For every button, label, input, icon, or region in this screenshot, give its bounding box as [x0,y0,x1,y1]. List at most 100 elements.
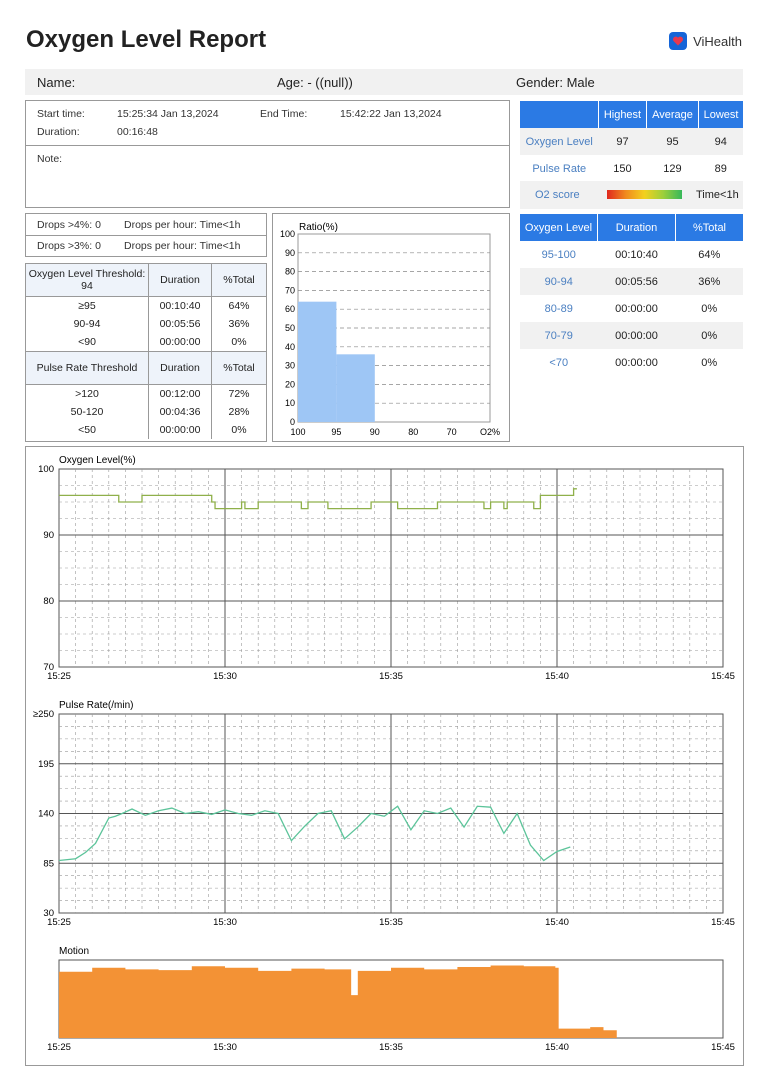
ratio-y-tick: 70 [285,285,295,295]
distribution-table: Oxygen Level Duration %Total 95-100 00:10… [520,214,743,376]
distribution-row-label: 95-100 [541,248,576,261]
end-time-value: 15:42:22 Jan 13,2024 [340,108,442,120]
motion-chart-x-tick: 15:35 [379,1042,403,1053]
session-box: Start time: 15:25:34 Jan 13,2024 End Tim… [25,100,510,208]
duration-value: 00:16:48 [117,126,158,138]
ratio-chart-box: Ratio(%) 0 10 20 30 40 50 60 70 80 90 100 100 95 90 80 7… [272,213,510,442]
drops-3-value: Drops >3%: 0 [37,240,101,252]
threshold-cell: 00:05:56 [148,315,212,334]
distribution-cell: 00:00:00 [615,302,658,315]
threshold-cell: 28% [211,403,266,422]
distribution-cell: 0% [701,356,718,369]
threshold-cell: 00:04:36 [148,403,212,422]
drops-4-value: Drops >4%: 0 [37,219,101,231]
summary-row-label: Oxygen Level [525,135,593,148]
summary-cell: 150 [613,162,632,175]
ratio-y-tick: 20 [285,379,295,389]
distribution-row-label: <70 [549,356,569,369]
note-label: Note: [37,153,63,165]
ratio-x-tick: 95 [331,427,341,437]
pulse-chart-x-tick: 15:30 [213,917,237,928]
summary-table: Highest Average Lowest Oxygen Level 97 9… [520,101,743,182]
ratio-x-tick: 90 [370,427,380,437]
motion-chart-x-tick: 15:25 [47,1042,71,1053]
drops-4-hour: Drops per hour: Time<1h [124,219,241,231]
pulse-threshold-header: Pulse Rate Threshold [26,351,149,385]
threshold-cell: 72% [211,384,266,404]
motion-chart-x-tick: 15:30 [213,1042,237,1053]
oxygen-chart-series-line [59,488,577,510]
ratio-y-tick: 100 [280,229,295,239]
total-header: %Total [211,351,266,385]
total-header: %Total [211,264,266,297]
motion-chart-x-tick: 15:45 [711,1042,735,1053]
age-field: Age: - ((null)) [277,75,353,90]
end-time-label: End Time: [260,108,308,120]
pulse-chart-x-tick: 15:40 [545,917,569,928]
summary-cell: 97 [616,135,629,148]
threshold-cell: >120 [75,388,99,401]
ratio-y-tick: 40 [285,342,295,352]
distribution-cell: 00:00:00 [615,329,658,342]
ratio-x-tick: 80 [408,427,418,437]
ratio-bar [298,301,337,422]
threshold-cell: 50-120 [70,406,104,419]
summary-row-label: Pulse Rate [532,162,587,175]
oxygen-threshold-header: Oxygen Level Threshold: 94 [26,264,149,297]
summary-cell: 94 [714,135,727,148]
pulse-chart-y-tick: 195 [38,759,54,770]
brand-name: ViHealth [693,33,742,49]
summary-cell: 95 [666,135,679,148]
distribution-cell: 00:00:00 [615,356,658,369]
oxygen-chart-y-tick: 70 [43,662,54,673]
threshold-cell: 00:00:00 [148,421,212,439]
o2-score-value: Time<1h [696,189,739,201]
name-field: Name: [37,75,76,90]
pulse-chart-x-tick: 15:35 [379,917,403,928]
start-time-label: Start time: [37,108,85,120]
threshold-cell: 00:12:00 [148,384,212,404]
threshold-cell: <50 [78,424,96,437]
ratio-chart: Ratio(%) 0 10 20 30 40 50 60 70 80 90 100 100 95 90 80 7… [280,222,500,437]
lowest-header: Lowest [698,101,743,128]
oxygen-chart-title: Oxygen Level(%) [59,455,136,466]
ratio-chart-title: Ratio(%) [299,222,338,233]
report-title: Oxygen Level Report [26,26,267,53]
gender-field: Gender: Male [516,75,595,90]
vihealth-logo-icon [669,32,688,50]
oxygen-level-header: Oxygen Level [524,221,593,234]
ratio-y-tick: 60 [285,304,295,314]
threshold-cell: 36% [211,315,266,334]
pulse-chart-series-line [58,805,571,862]
threshold-cell: ≥95 [78,300,96,313]
threshold-cell: 00:00:00 [148,333,212,351]
drops-box: Drops >4%: 0 Drops per hour: Time<1h Dro… [25,213,267,257]
threshold-cell: 00:10:40 [148,296,212,316]
oxygen-chart-y-tick: 100 [38,464,54,475]
oxygen-chart-x-tick: 15:25 [47,671,71,682]
ratio-y-tick: 10 [285,398,295,408]
average-header: Average [645,101,699,128]
ratio-y-tick: 0 [290,417,295,427]
drops-3-hour: Drops per hour: Time<1h [124,240,241,252]
distribution-row-label: 80-89 [544,302,573,315]
pulse-chart-title: Pulse Rate(/min) [59,700,133,711]
o2-score-label: O2 score [535,189,580,201]
ratio-y-tick: 30 [285,361,295,371]
ratio-y-tick: 80 [285,267,295,277]
oxygen-chart-x-tick: 15:35 [379,671,403,682]
total-header: %Total [675,214,743,241]
ratio-x-tick: 70 [447,427,457,437]
pulse-chart-y-tick: 140 [38,809,54,820]
ratio-y-tick: 90 [285,248,295,258]
motion-chart-title: Motion [59,946,89,957]
timeline-charts: Oxygen Level(%) 15:25 15:30 15:35 15:40 15:45… [33,455,735,1053]
oxygen-chart-x-tick: 15:45 [711,671,735,682]
o2-score-row: O2 score Time<1h [520,181,743,209]
distribution-cell: 0% [701,329,718,342]
patient-info-bar: Name: Age: - ((null)) Gender: Male [25,69,743,95]
summary-header-blank [520,101,599,128]
motion-chart-x-tick: 15:40 [545,1042,569,1053]
pulse-chart-y-tick: 30 [43,908,54,919]
distribution-row-label: 70-79 [544,329,573,342]
